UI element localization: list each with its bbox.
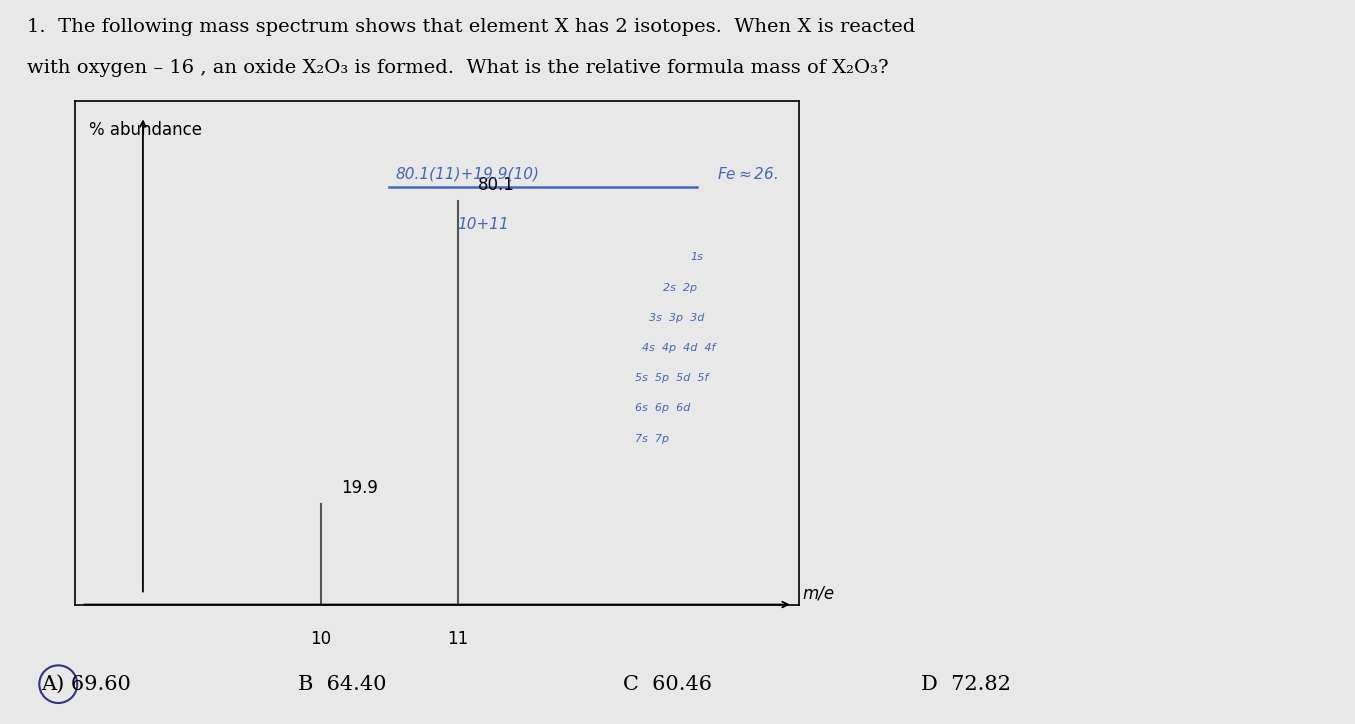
Text: 1.  The following mass spectrum shows that element X has 2 isotopes.  When X is : 1. The following mass spectrum shows tha… (27, 18, 916, 36)
Text: 10: 10 (310, 630, 331, 648)
Text: 3s  3p  3d: 3s 3p 3d (649, 313, 705, 323)
Text: A) 69.60: A) 69.60 (41, 675, 130, 694)
Text: 4s  4p  4d  4f: 4s 4p 4d 4f (642, 343, 715, 353)
Text: C  60.46: C 60.46 (623, 675, 713, 694)
Text: 5s  5p  5d  5f: 5s 5p 5d 5f (635, 373, 709, 383)
Text: m/e: m/e (802, 584, 835, 602)
Text: % abundance: % abundance (89, 122, 202, 140)
Text: with oxygen – 16 , an oxide X₂O₃ is formed.  What is the relative formula mass o: with oxygen – 16 , an oxide X₂O₃ is form… (27, 59, 889, 77)
Text: 80.1: 80.1 (478, 176, 515, 194)
Text: B  64.40: B 64.40 (298, 675, 386, 694)
Text: 6s  6p  6d: 6s 6p 6d (635, 403, 691, 413)
Text: Fe$\approx$26.: Fe$\approx$26. (717, 166, 779, 182)
Text: 1s: 1s (690, 253, 703, 262)
Text: D  72.82: D 72.82 (921, 675, 1011, 694)
Text: 10+11: 10+11 (458, 217, 509, 232)
Text: 7s  7p: 7s 7p (635, 434, 669, 444)
Text: 2s  2p: 2s 2p (663, 282, 696, 292)
Text: 11: 11 (447, 630, 467, 648)
Text: 19.9: 19.9 (341, 479, 378, 497)
Text: 80.1(11)+19.9(10): 80.1(11)+19.9(10) (396, 167, 539, 182)
